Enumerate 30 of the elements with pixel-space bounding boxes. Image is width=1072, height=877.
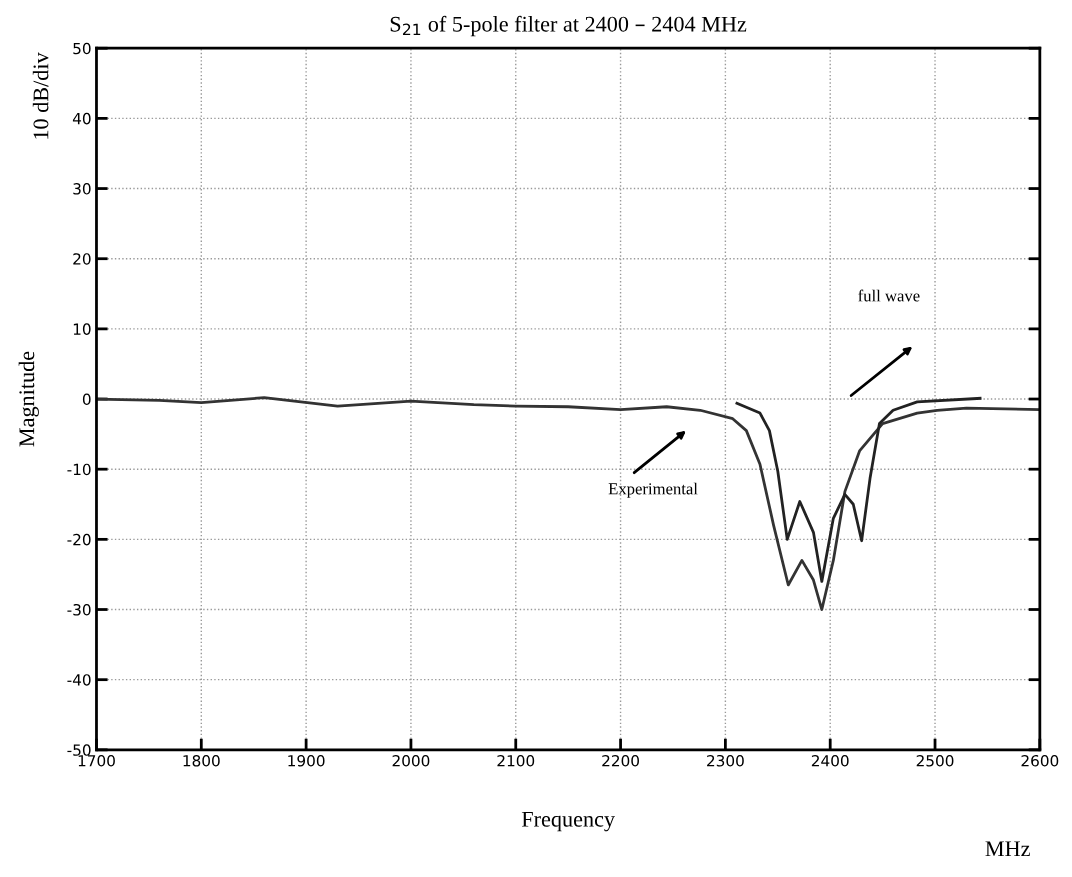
annotation: Experimental: [608, 482, 698, 498]
y-tick-label: 50: [73, 42, 91, 55]
y-tick-label: 20: [73, 253, 91, 265]
text: 10 dB/div: [32, 52, 49, 139]
y-tick-label: -20: [67, 533, 91, 546]
y-tick-label: -30: [67, 603, 91, 616]
x-tick-label: 2200: [602, 754, 639, 767]
x-tick-label: 2400: [811, 754, 849, 767]
x-tick-label: 2300: [707, 754, 744, 767]
x-tick-label: 2500: [916, 754, 954, 767]
annotation: full wave: [858, 289, 920, 302]
x-tick-label: 2600: [1021, 754, 1059, 767]
y-tick-label: 10: [73, 323, 91, 335]
y-axis-title: Magnitude: [18, 351, 39, 447]
line-series: [735, 396, 982, 583]
x-tick-label: 2100: [497, 754, 535, 767]
y-tick-label: -40: [67, 674, 91, 686]
y-tick-label: 40: [72, 112, 91, 125]
x-axis-title: Frequency: [521, 811, 615, 832]
y-tick-label: 0: [82, 393, 91, 406]
x-tick-label: 2000: [392, 754, 430, 767]
x-tick-label: 1700: [78, 754, 115, 767]
x-tick-label: 1900: [288, 754, 325, 767]
line-series: [96, 396, 1040, 611]
y-tick-label: 30: [73, 183, 91, 195]
y-tick-label: -10: [67, 463, 91, 476]
x-tick-label: 1800: [183, 754, 220, 767]
text: MHz: [985, 841, 1030, 857]
chart-title: S$_{21}$ of 5-pole filter at 2400 – 2404 MHz: [390, 15, 747, 37]
y-tick-label: -50: [67, 744, 91, 756]
